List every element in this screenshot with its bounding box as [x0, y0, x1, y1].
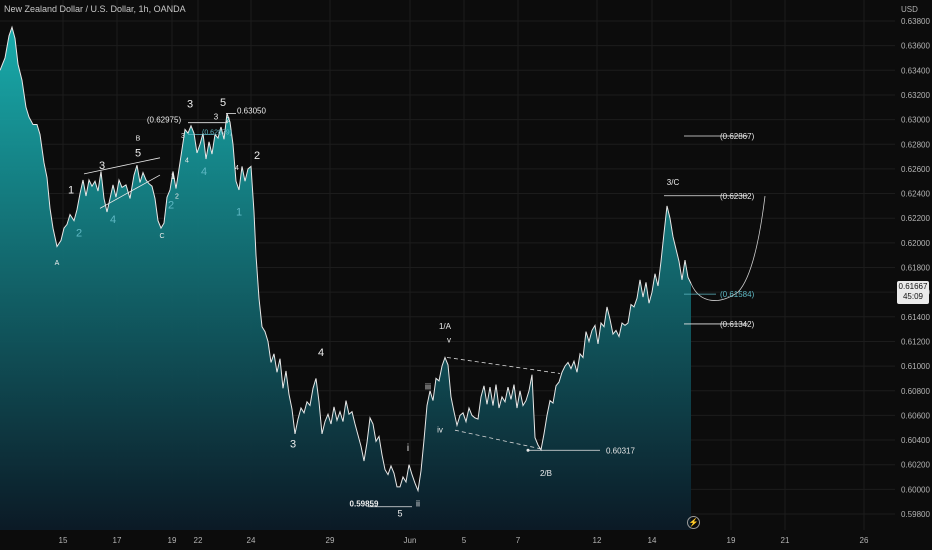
- channel-lower-dashed[interactable]: [454, 429, 541, 450]
- wave-label: 2: [254, 150, 260, 162]
- wave-label: 2: [168, 199, 174, 211]
- x-tick-label: 19: [727, 536, 736, 545]
- wave-label: (0.62879): [202, 130, 232, 137]
- wave-label: 1: [171, 172, 176, 181]
- wave-label: 5: [220, 97, 226, 109]
- price-level-label: 0.60317: [606, 446, 635, 455]
- last-price-badge: 0.61667 45:09: [897, 281, 929, 304]
- x-tick-label: 14: [648, 536, 657, 545]
- x-tick-label: 15: [59, 536, 68, 545]
- y-tick-label: 0.63000: [901, 116, 930, 125]
- price-level-label: (0.61342): [720, 320, 755, 329]
- level-anchor-dot: [526, 448, 530, 452]
- wave-label: 3: [187, 98, 193, 110]
- y-tick-label: 0.62600: [901, 165, 930, 174]
- y-tick-label: 0.61400: [901, 313, 930, 322]
- wave-label: 2: [76, 228, 82, 240]
- y-tick-label: 0.63800: [901, 17, 930, 26]
- price-level-label: (0.62382): [720, 192, 755, 201]
- x-tick-label: 21: [781, 536, 790, 545]
- wave-label: 1: [68, 185, 74, 197]
- wave-label: 2: [175, 193, 179, 200]
- y-tick-label: 0.60800: [901, 387, 930, 396]
- price-area-fill: [0, 27, 691, 530]
- wave-label: 4: [110, 214, 116, 226]
- y-tick-label: 0.63400: [901, 66, 930, 75]
- y-tick-label: 0.60600: [901, 411, 930, 420]
- bar-countdown: 45:09: [902, 292, 924, 301]
- wave-label: 0.63050: [237, 106, 266, 115]
- currency-label[interactable]: USD: [901, 5, 918, 14]
- y-tick-label: 0.62200: [901, 214, 930, 223]
- wave-label: 5: [135, 148, 141, 160]
- y-tick-label: 0.60200: [901, 461, 930, 470]
- wave-label: C: [159, 233, 164, 240]
- wave-label: 4: [185, 158, 189, 165]
- y-tick-label: 0.60000: [901, 485, 930, 494]
- channel-upper-dashed[interactable]: [446, 357, 561, 374]
- wave-label: A: [55, 260, 60, 267]
- y-tick-label: 0.60400: [901, 436, 930, 445]
- x-tick-label: 5: [462, 536, 467, 545]
- x-tick-label: 26: [860, 536, 869, 545]
- y-tick-label: 0.61800: [901, 264, 930, 273]
- x-tick-label: Jun: [404, 536, 417, 545]
- y-tick-label: 0.63200: [901, 91, 930, 100]
- wedge-upper-line[interactable]: [83, 157, 161, 175]
- x-tick-label: 19: [168, 536, 177, 545]
- wave-label: 3: [214, 113, 219, 122]
- wave-label: 2/B: [540, 469, 552, 478]
- wave-label: iii: [425, 382, 431, 392]
- wave-label: ii: [416, 499, 420, 509]
- wave-label: 3: [290, 438, 296, 450]
- y-tick-label: 0.62800: [901, 140, 930, 149]
- y-tick-label: 0.61000: [901, 362, 930, 371]
- x-tick-label: 12: [593, 536, 602, 545]
- wave-label: (0.62975): [147, 116, 182, 125]
- y-tick-label: 0.63600: [901, 42, 930, 51]
- wave-label: 4: [235, 165, 239, 172]
- price-level-label: (0.62867): [720, 132, 755, 141]
- wave-label: 3/C: [667, 178, 680, 187]
- x-tick-label: 22: [194, 536, 203, 545]
- wedge-lower-line[interactable]: [99, 174, 161, 209]
- wave-label: 1/A: [439, 322, 452, 331]
- wave-label: v: [447, 336, 451, 345]
- wave-label: 4: [201, 166, 207, 178]
- lightning-icon[interactable]: ⚡: [687, 516, 700, 529]
- wave-label: 3: [181, 133, 185, 140]
- wave-label: iv: [437, 426, 443, 435]
- wave-label: 0.59859: [350, 500, 379, 509]
- symbol-title[interactable]: New Zealand Dollar / U.S. Dollar, 1h, OA…: [4, 4, 186, 14]
- wave-label: 2: [226, 117, 230, 124]
- wave-label: 1: [236, 207, 242, 219]
- price-line: [0, 25, 692, 493]
- y-tick-label: 0.61200: [901, 337, 930, 346]
- y-tick-label: 0.62400: [901, 190, 930, 199]
- wave-label: 4: [318, 347, 324, 359]
- x-tick-label: 7: [516, 536, 521, 545]
- price-level-label: (0.61584): [720, 290, 755, 299]
- wave-label: 3: [99, 160, 105, 172]
- last-price-value: 0.61667: [898, 282, 928, 291]
- wave-label: B: [136, 136, 141, 143]
- wave-label: 5: [397, 508, 402, 518]
- projection-curve[interactable]: [690, 195, 766, 301]
- y-tick-label: 0.59800: [901, 510, 930, 519]
- x-tick-label: 24: [247, 536, 256, 545]
- x-tick-label: 29: [326, 536, 335, 545]
- y-tick-label: 0.62000: [901, 239, 930, 248]
- x-tick-label: 17: [113, 536, 122, 545]
- wave-label: i: [407, 443, 409, 454]
